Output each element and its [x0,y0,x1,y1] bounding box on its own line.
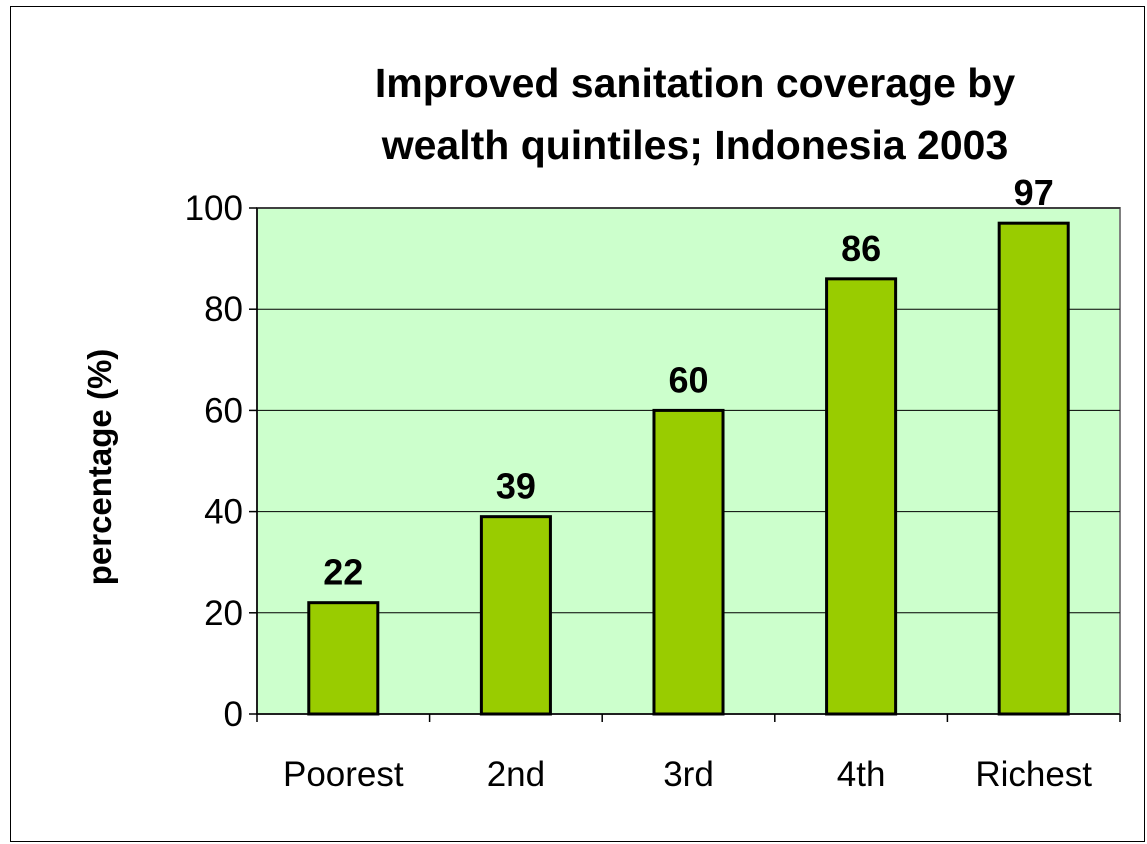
x-tick-label: 4th [837,755,886,794]
bar [307,601,380,716]
data-labels: 22 39 60 86 97 [323,172,1053,593]
data-label: 60 [668,359,708,400]
y-tick-label: 0 [224,695,243,734]
y-tick-labels: 0 20 40 60 80 100 [185,189,243,734]
axes [249,207,1121,722]
data-label: 22 [323,552,363,593]
x-tick-labels: Poorest 2nd 3rd 4th Richest [283,755,1092,794]
bar [479,515,552,716]
x-tick-label: 2nd [487,755,545,794]
y-tick-label: 60 [204,391,243,430]
x-tick-label: Poorest [283,755,404,794]
bar [652,408,725,716]
bar [997,221,1070,716]
y-tick-label: 40 [204,493,243,532]
y-tick-label: 80 [204,290,243,329]
bar [825,277,898,716]
y-tick-label: 100 [185,189,243,228]
chart-title-line-1: Improved sanitation coverage by [374,60,1016,106]
chart-title-line-2: wealth quintiles; Indonesia 2003 [381,122,1009,168]
y-tick-label: 20 [204,594,243,633]
x-tick-label: Richest [975,755,1092,794]
bars [307,221,1070,716]
data-label: 97 [1014,172,1054,213]
chart-title: Improved sanitation coverage by wealth q… [265,52,1125,176]
data-label: 39 [496,466,536,507]
x-tick-label: 3rd [663,755,714,794]
data-label: 86 [841,228,881,269]
